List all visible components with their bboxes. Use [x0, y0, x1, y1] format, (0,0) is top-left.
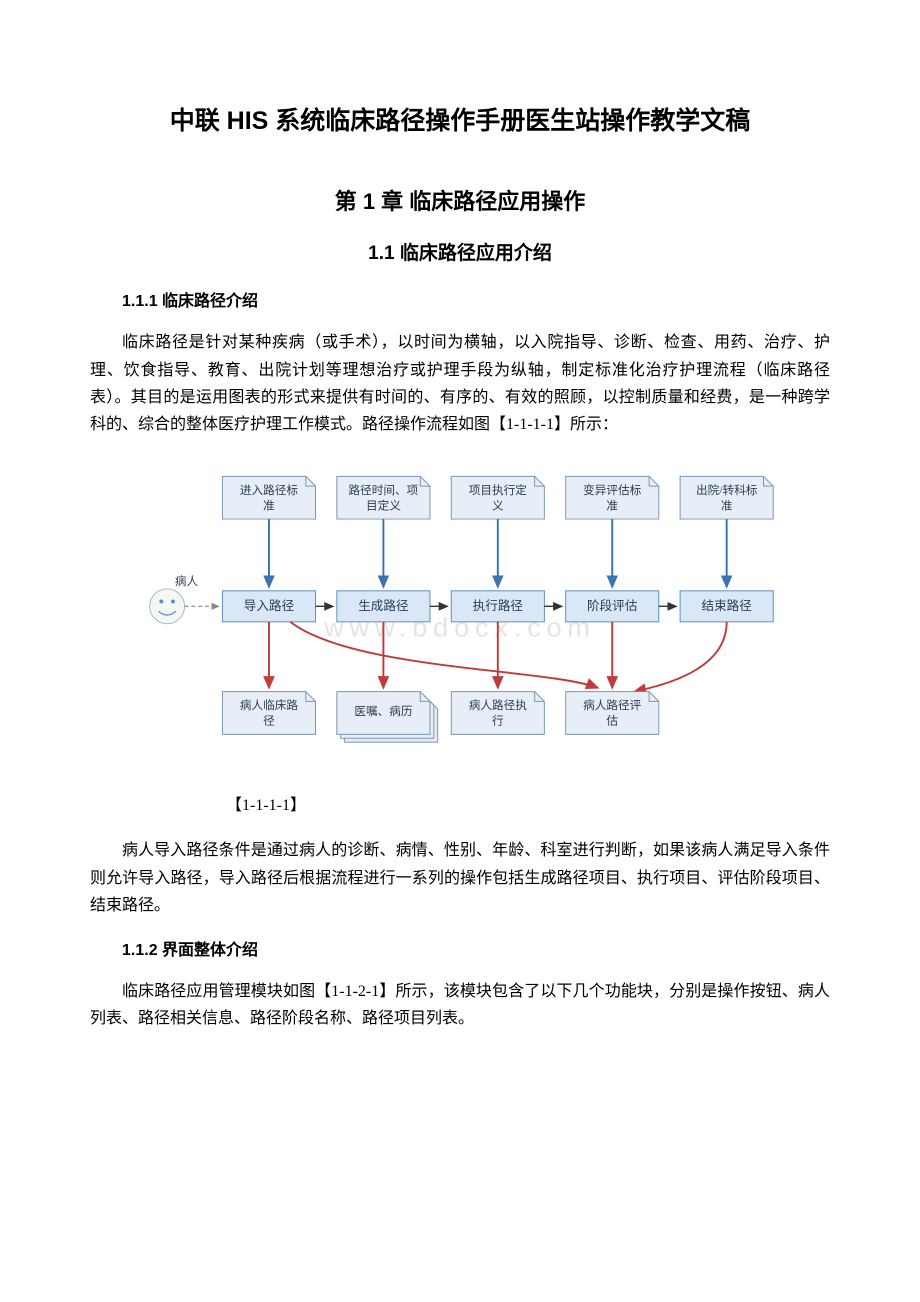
- intro-paragraph: 临床路径是针对某种疾病（或手术），以时间为横轴，以入院指导、诊断、检查、用药、治…: [90, 329, 830, 438]
- svg-text:义: 义: [492, 499, 504, 512]
- svg-text:准: 准: [721, 499, 733, 512]
- flowchart-svg: www.bdocx.com 进入路径标 准 路径时间、项 目定义 项目执行定 义…: [140, 462, 780, 772]
- svg-text:准: 准: [263, 499, 275, 512]
- para-1-1-2: 临床路径应用管理模块如图【1-1-2-1】所示，该模块包含了以下几个功能块，分别…: [90, 978, 830, 1032]
- svg-text:项目执行定: 项目执行定: [469, 483, 528, 497]
- subsection-1-1-1: 1.1.1 临床路径介绍: [90, 288, 830, 315]
- svg-text:执行路径: 执行路径: [473, 598, 524, 613]
- bottom-note-2: 医嘱、病历: [337, 692, 438, 742]
- svg-text:进入路径标: 进入路径标: [240, 483, 299, 497]
- svg-text:病人路径评: 病人路径评: [583, 698, 642, 712]
- svg-text:医嘱、病历: 医嘱、病历: [354, 704, 412, 718]
- svg-text:病人临床路: 病人临床路: [240, 698, 299, 712]
- flowchart-figure: www.bdocx.com 进入路径标 准 路径时间、项 目定义 项目执行定 义…: [140, 462, 780, 772]
- svg-text:出院/转科标: 出院/转科标: [696, 483, 758, 497]
- chapter-heading: 第 1 章 临床路径应用操作: [90, 183, 830, 220]
- svg-text:阶段评估: 阶段评估: [587, 599, 638, 613]
- document-title: 中联 HIS 系统临床路径操作手册医生站操作教学文稿: [90, 100, 830, 143]
- top-note-4: 变异评估标 准: [566, 477, 659, 520]
- patient-icon: [150, 589, 185, 624]
- svg-text:准: 准: [606, 499, 618, 512]
- top-note-5: 出院/转科标 准: [680, 477, 773, 520]
- mid-box-5: 结束路径: [680, 591, 773, 622]
- mid-box-4: 阶段评估: [566, 591, 659, 622]
- top-note-1: 进入路径标 准: [222, 477, 315, 520]
- para-after-figure: 病人导入路径条件是通过病人的诊断、病情、性别、年龄、科室进行判断，如果该病人满足…: [90, 837, 830, 919]
- section-heading: 1.1 临床路径应用介绍: [90, 238, 830, 270]
- bottom-note-3: 病人路径执 行: [451, 692, 544, 735]
- svg-text:病人路径执: 病人路径执: [469, 698, 528, 712]
- patient-label: 病人: [175, 574, 199, 588]
- svg-text:路径时间、项: 路径时间、项: [349, 483, 419, 497]
- subsection-1-1-2: 1.1.2 界面整体介绍: [90, 937, 830, 964]
- svg-text:生成路径: 生成路径: [358, 598, 409, 613]
- top-note-2: 路径时间、项 目定义: [337, 477, 430, 520]
- svg-text:目定义: 目定义: [366, 498, 401, 512]
- figure-label-1-1-1-1: 【1-1-1-1】: [90, 792, 830, 819]
- svg-text:行: 行: [492, 715, 504, 728]
- bottom-note-4: 病人路径评 估: [566, 692, 659, 735]
- bottom-note-1: 病人临床路 径: [222, 692, 315, 735]
- mid-box-3: 执行路径: [451, 591, 544, 622]
- mid-box-2: 生成路径: [337, 591, 430, 622]
- svg-text:导入路径: 导入路径: [244, 598, 295, 613]
- top-note-3: 项目执行定 义: [451, 477, 544, 520]
- svg-text:估: 估: [606, 715, 618, 728]
- svg-text:结束路径: 结束路径: [701, 598, 752, 613]
- svg-text:变异评估标: 变异评估标: [583, 483, 642, 497]
- mid-box-1: 导入路径: [222, 591, 315, 622]
- svg-text:径: 径: [263, 715, 275, 728]
